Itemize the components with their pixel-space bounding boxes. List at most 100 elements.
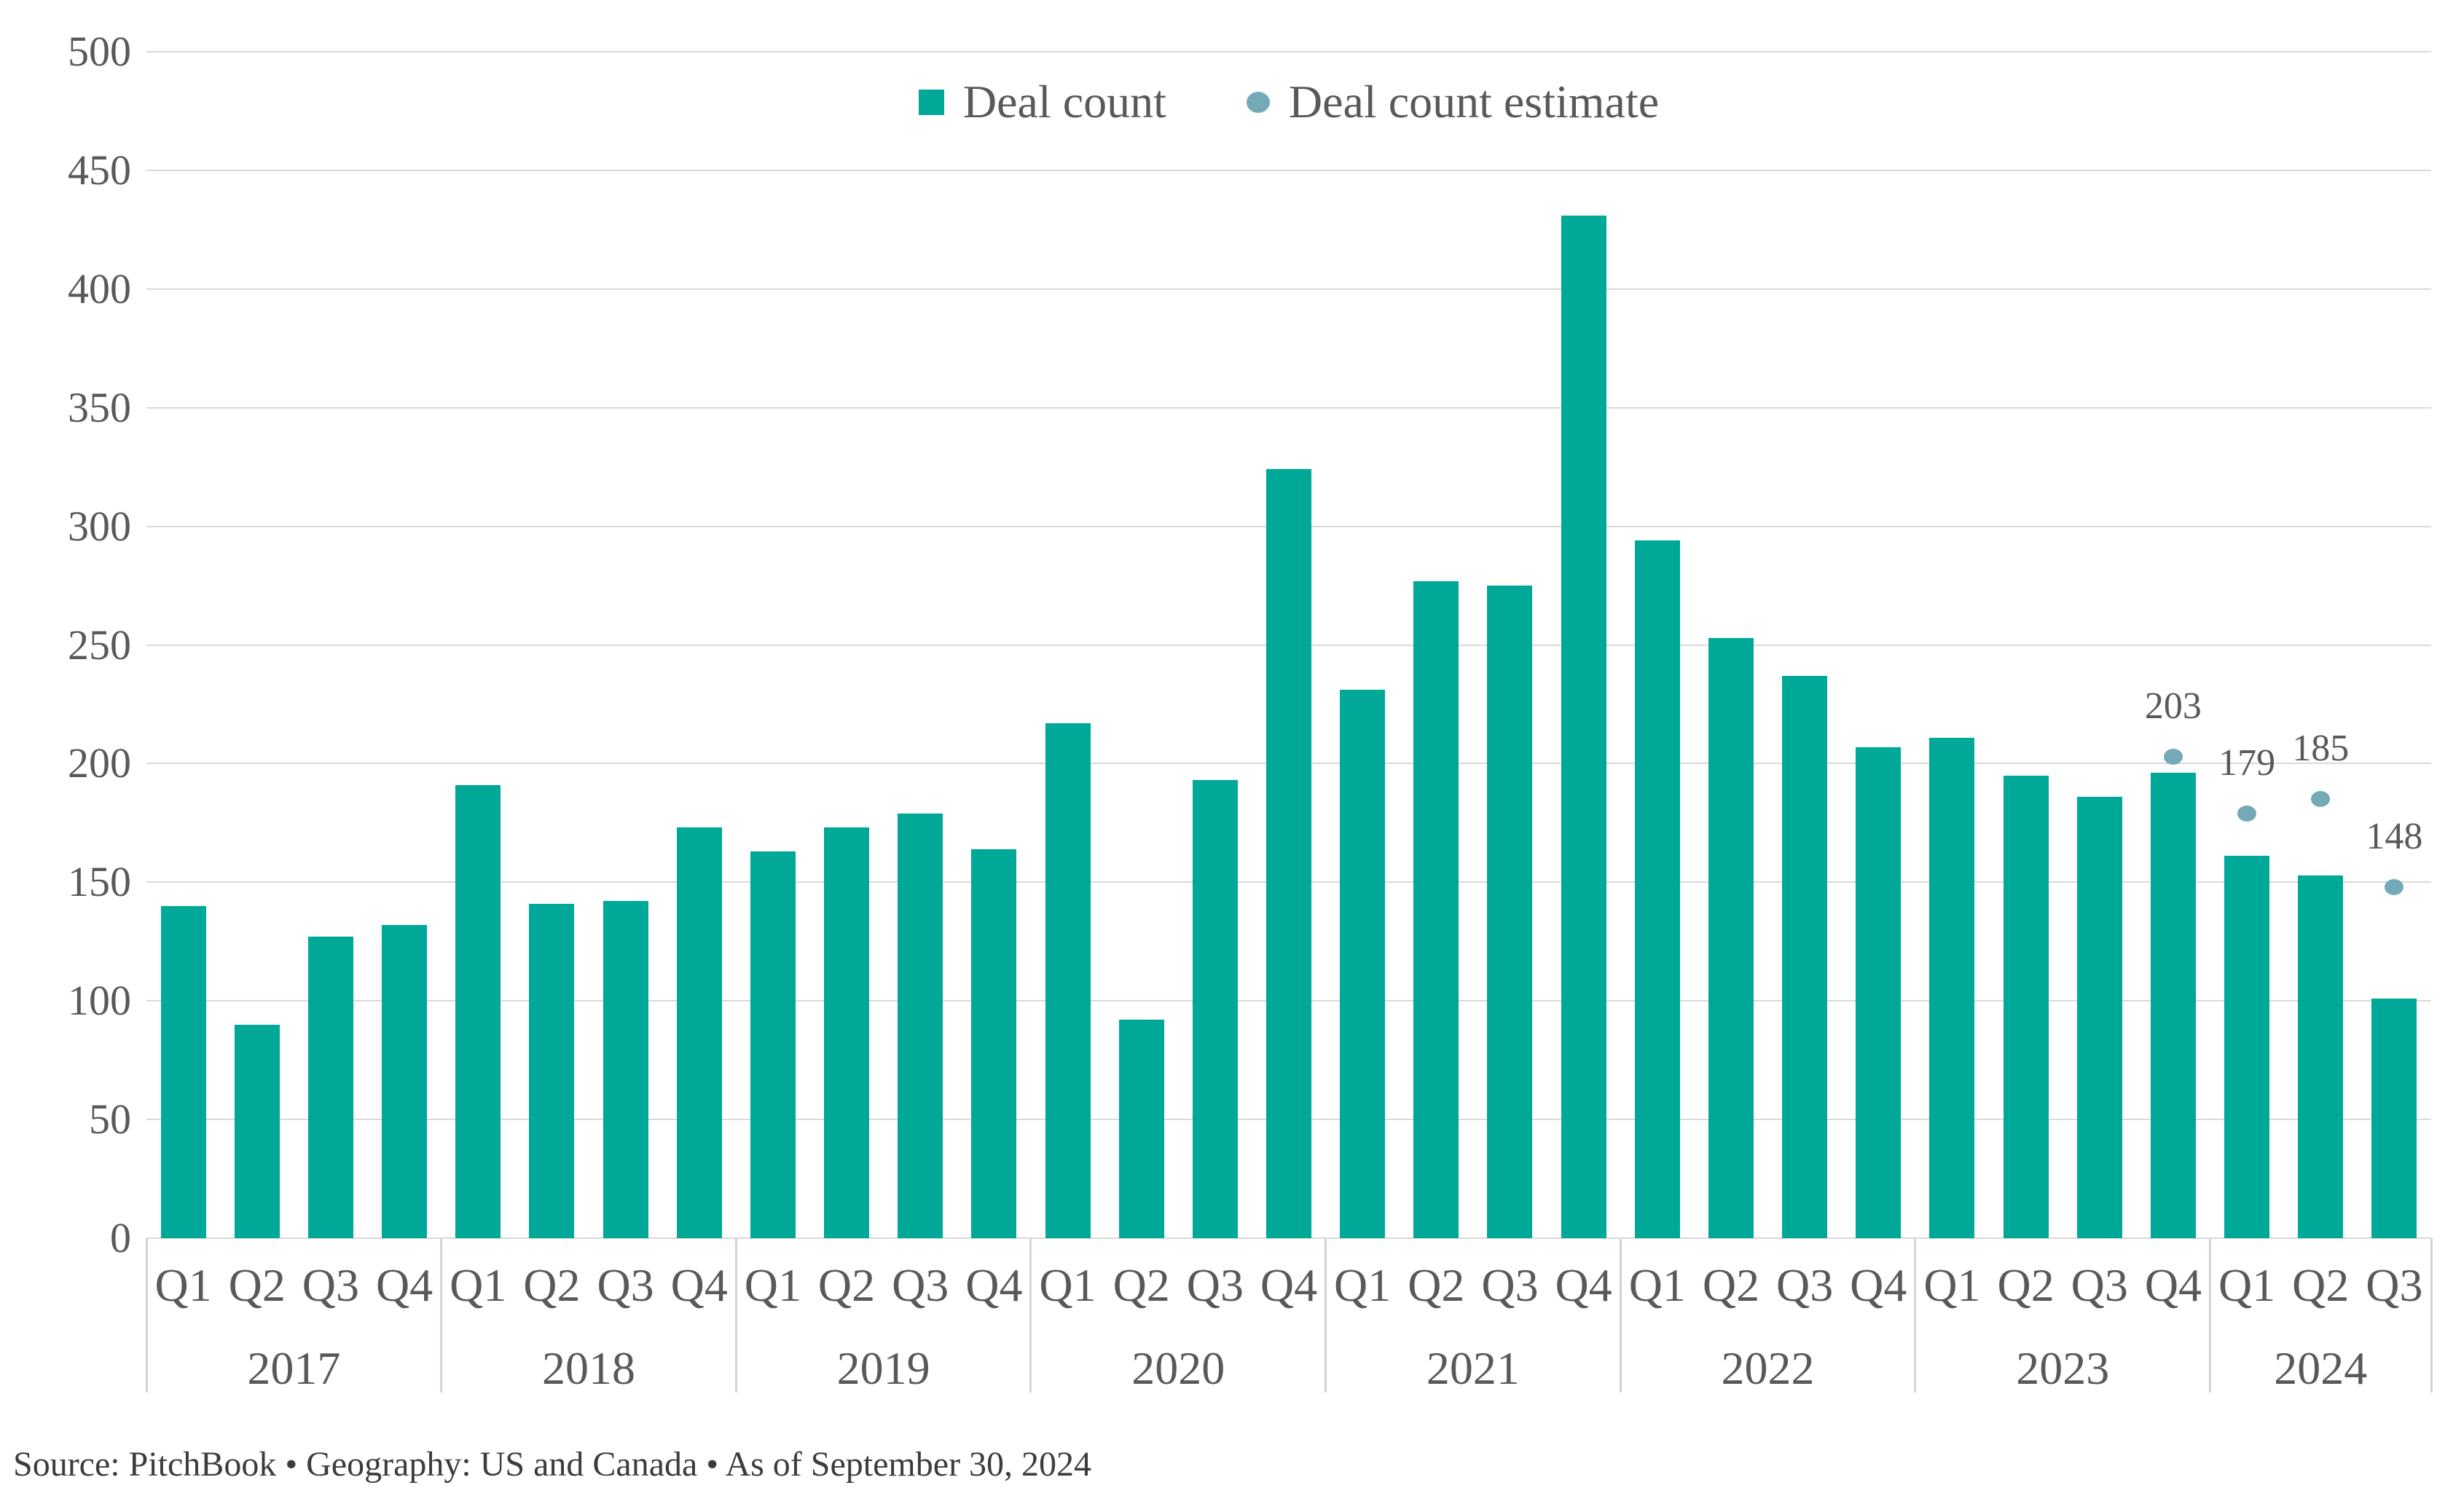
bar-2022-Q4 [1856, 747, 1902, 1238]
x-axis-quarter-label: Q4 [965, 1259, 1023, 1311]
x-axis-year-label: 2024 [2274, 1342, 2368, 1394]
y-axis-tick-label: 500 [68, 28, 131, 75]
year-separator [734, 1238, 737, 1393]
x-axis-quarter-label: Q4 [1555, 1259, 1612, 1311]
x-axis-quarter-label: Q2 [1408, 1259, 1465, 1311]
deal-count-swatch-icon [918, 89, 944, 115]
legend-label-deal-count-estimate: Deal count estimate [1288, 76, 1660, 127]
bar-2018-Q2 [529, 903, 575, 1238]
bar-2019-Q3 [898, 813, 943, 1238]
x-axis-quarter-label: Q2 [523, 1259, 581, 1311]
bar-2019-Q2 [824, 827, 870, 1238]
bar-2018-Q4 [676, 827, 722, 1238]
bar-2017-Q3 [307, 937, 353, 1238]
x-axis-quarter-label: Q4 [1850, 1259, 1907, 1311]
x-axis-quarter-label: Q4 [1260, 1259, 1318, 1311]
bar-2024-Q3 [2371, 998, 2417, 1238]
y-axis-tick-label: 0 [110, 1214, 131, 1261]
bar-2017-Q4 [382, 924, 428, 1238]
bar-2019-Q4 [971, 848, 1017, 1238]
gridline-350 [146, 406, 2431, 409]
legend-label-deal-count: Deal count [962, 76, 1166, 127]
x-axis-quarter-label: Q1 [1039, 1259, 1096, 1311]
bar-2023-Q1 [1929, 737, 1975, 1238]
bar-2021-Q4 [1561, 215, 1606, 1238]
y-axis-tick-label: 200 [68, 739, 131, 787]
gridline-500 [146, 51, 2431, 52]
bar-2017-Q1 [160, 905, 206, 1238]
gridline-0 [146, 1237, 2431, 1239]
estimate-value-label: 185 [2292, 728, 2350, 770]
estimate-value-label: 148 [2366, 815, 2423, 857]
bar-2019-Q1 [750, 851, 796, 1238]
x-axis-year-label: 2023 [2016, 1342, 2110, 1394]
x-axis-quarter-label: Q2 [2292, 1259, 2350, 1311]
x-axis-year-label: 2020 [1131, 1342, 1225, 1394]
year-separator [1914, 1238, 1917, 1393]
gridline-450 [146, 169, 2431, 171]
y-axis-tick-label: 300 [68, 502, 131, 550]
x-axis-year-label: 2019 [836, 1342, 930, 1394]
gridline-400 [146, 288, 2431, 290]
legend-item-deal-count-estimate: Deal count estimate [1246, 76, 1660, 127]
bar-2023-Q4 [2150, 773, 2196, 1238]
bar-2022-Q3 [1782, 675, 1828, 1238]
x-axis-quarter-label: Q3 [597, 1259, 654, 1311]
x-axis-quarter-label: Q1 [744, 1259, 801, 1311]
bar-2020-Q3 [1192, 780, 1238, 1238]
y-axis-tick-label: 50 [89, 1095, 131, 1143]
bar-2022-Q1 [1634, 540, 1680, 1238]
y-axis-tick-label: 100 [68, 977, 131, 1025]
x-axis-quarter-label: Q1 [154, 1259, 212, 1311]
bar-2018-Q3 [603, 901, 648, 1238]
estimate-dot-2024-Q1 [2237, 805, 2257, 822]
estimate-value-label: 203 [2144, 685, 2202, 727]
x-axis-quarter-label: Q3 [302, 1259, 359, 1311]
x-axis-quarter-label: Q4 [670, 1259, 728, 1311]
y-axis-tick-label: 400 [68, 264, 131, 312]
y-axis-tick-label: 450 [68, 146, 131, 194]
legend-item-deal-count: Deal count [918, 76, 1166, 127]
bar-2023-Q2 [2003, 775, 2049, 1238]
bar-2017-Q2 [234, 1024, 280, 1238]
x-axis-quarter-label: Q1 [1628, 1259, 1686, 1311]
legend: Deal count Deal count estimate [146, 73, 2431, 131]
year-separator [440, 1238, 443, 1393]
x-axis-quarter-label: Q2 [1702, 1259, 1760, 1311]
bar-2023-Q3 [2076, 797, 2122, 1238]
year-separator [1325, 1238, 1327, 1393]
year-separator [2430, 1238, 2433, 1393]
bar-2021-Q3 [1487, 586, 1533, 1238]
bar-2021-Q2 [1413, 580, 1459, 1238]
bar-2022-Q2 [1708, 637, 1754, 1238]
bar-2020-Q1 [1045, 723, 1091, 1238]
bar-2020-Q4 [1266, 469, 1311, 1238]
estimate-dot-2023-Q4 [2163, 748, 2183, 765]
x-axis-quarter-label: Q1 [450, 1259, 507, 1311]
y-axis-tick-label: 150 [68, 858, 131, 906]
source-caption: Source: PitchBook • Geography: US and Ca… [13, 1445, 1092, 1484]
x-axis-quarter-label: Q3 [892, 1259, 949, 1311]
x-axis-year-label: 2022 [1721, 1342, 1815, 1394]
estimate-dot-2024-Q3 [2385, 878, 2404, 895]
year-separator [2209, 1238, 2212, 1393]
year-separator [1029, 1238, 1032, 1393]
x-axis-quarter-label: Q4 [375, 1259, 433, 1311]
x-axis-year-label: 2017 [247, 1342, 341, 1394]
y-axis-tick-label: 350 [68, 383, 131, 431]
deal-count-estimate-swatch-icon [1246, 91, 1270, 113]
x-axis-quarter-label: Q1 [1923, 1259, 1981, 1311]
bar-2021-Q1 [1340, 690, 1386, 1238]
x-axis-quarter-label: Q3 [1481, 1259, 1539, 1311]
x-axis-year-label: 2021 [1426, 1342, 1520, 1394]
bar-2024-Q1 [2224, 856, 2270, 1238]
x-axis-quarter-label: Q4 [2144, 1259, 2202, 1311]
x-axis-quarter-label: Q3 [2071, 1259, 2128, 1311]
x-axis-quarter-label: Q2 [228, 1259, 286, 1311]
year-separator [145, 1238, 148, 1393]
bar-2020-Q2 [1118, 1020, 1164, 1238]
x-axis-quarter-label: Q2 [1112, 1259, 1170, 1311]
x-axis-quarter-label: Q2 [1997, 1259, 2055, 1311]
